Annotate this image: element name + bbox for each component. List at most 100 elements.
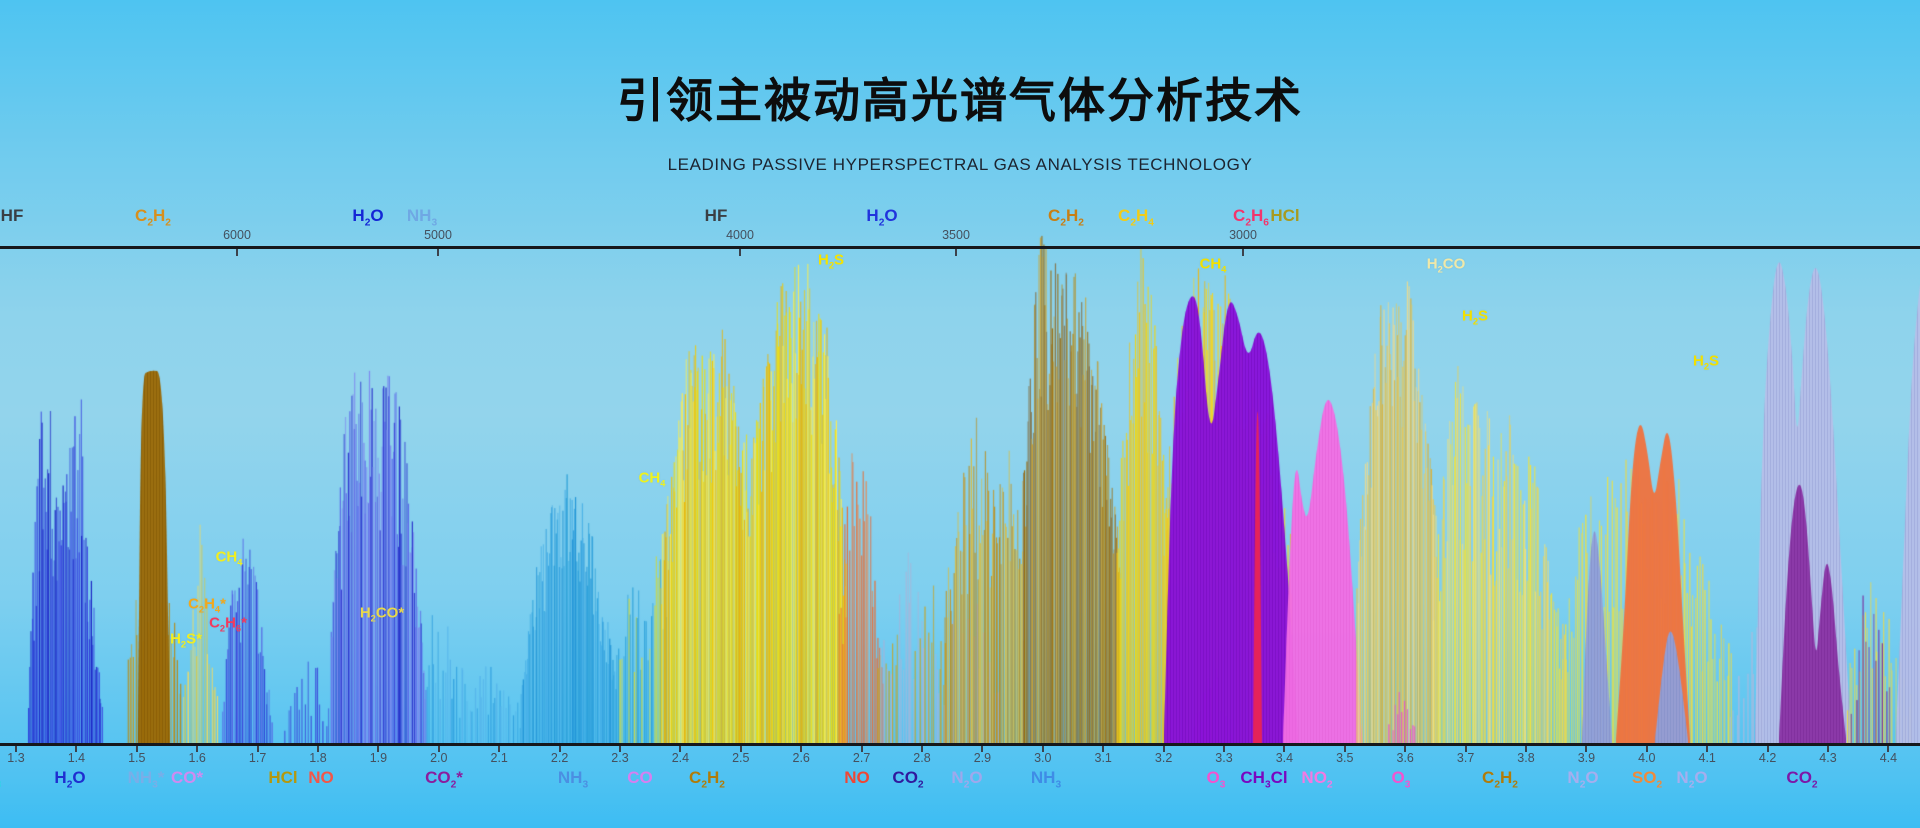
bottom-axis-tick-mark	[256, 746, 259, 752]
bottom-axis-gas-label: NO	[844, 768, 870, 787]
bottom-axis-gas-label: NH3	[557, 768, 589, 791]
top-axis-gas-label: HF	[704, 206, 728, 225]
bottom-axis-gas-label: CO2	[892, 768, 924, 791]
bottom-axis-tick-mark	[921, 746, 923, 752]
chart-gas-label: H2S	[1461, 307, 1489, 327]
bottom-axis-gas-label: CH3Cl	[1240, 768, 1288, 791]
bottom-axis-tick-label: 3.2	[1154, 751, 1173, 765]
bottom-axis-tick-mark	[1645, 746, 1648, 752]
top-axis-gas-label: HF	[0, 206, 24, 225]
bottom-axis-gas-label: CO2*	[425, 768, 463, 791]
top-axis-gas-label: C2H6	[1233, 206, 1269, 229]
bottom-axis-tick-mark	[981, 746, 984, 752]
bottom-axis-tick-label: 2.9	[973, 751, 992, 765]
bottom-axis-tick-label: 2.3	[611, 751, 629, 765]
bottom-axis-gas-label: NO2	[1301, 768, 1333, 791]
bottom-axis-tick-mark	[739, 746, 742, 752]
bottom-axis-tick-label: 3.6	[1396, 751, 1414, 765]
bottom-axis-tick-mark	[1585, 746, 1588, 752]
bottom-axis-gas-label: O3	[1391, 768, 1411, 791]
bottom-axis-gas-label: HCl	[268, 768, 298, 787]
bottom-axis-tick-label: 3.3	[1215, 751, 1233, 765]
bottom-axis-gas-label: NO	[308, 768, 334, 787]
bottom-axis-tick-label: 1.8	[309, 751, 327, 765]
bottom-axis-tick-mark	[558, 746, 561, 752]
bottom-axis-tick-label: 4.4	[1879, 751, 1898, 765]
bottom-axis-tick-label: 4.3	[1819, 751, 1837, 765]
chart-gas-label: CH4	[638, 469, 666, 489]
top-axis-line	[0, 246, 1920, 249]
top-axis-gas-label: C2H2	[135, 206, 171, 229]
chart-gas-label: H2S	[817, 251, 845, 271]
bottom-axis-tick-mark	[1223, 746, 1225, 752]
bottom-axis-tick-mark	[800, 746, 803, 752]
bottom-axis-tick-label: 3.0	[1034, 751, 1052, 765]
bottom-axis-tick-mark	[1464, 746, 1467, 752]
top-axis-gas-label: C2H2	[1048, 206, 1084, 229]
bottom-axis-tick-label: 1.4	[67, 751, 86, 765]
bottom-axis-tick-label: 3.8	[1517, 751, 1535, 765]
chart-gas-label: H2S*	[170, 630, 202, 650]
bottom-axis-tick-mark	[1102, 746, 1105, 752]
bottom-axis-tick-mark	[860, 746, 863, 752]
bottom-axis-tick-label: 3.4	[1275, 751, 1294, 765]
top-axis-gas-label: H2O	[352, 206, 384, 229]
top-axis-tick-label: 3000	[1229, 228, 1257, 242]
bottom-axis-tick-label: 3.1	[1094, 751, 1112, 765]
top-axis-tick-mark	[437, 249, 439, 256]
bottom-axis-tick-mark	[317, 746, 319, 752]
bottom-axis-gas-label: O3	[0, 768, 1, 790]
chart-gas-label: CH4	[1199, 255, 1227, 275]
bottom-axis-tick-mark	[679, 746, 682, 752]
bottom-axis-tick-label: 1.9	[369, 751, 388, 765]
bottom-axis-tick-mark	[1887, 746, 1890, 752]
bottom-axis-tick-mark	[1706, 746, 1709, 752]
bottom-axis-tick-label: 3.5	[1336, 751, 1354, 765]
top-axis-tick-mark	[739, 249, 741, 256]
bottom-axis-tick-label: 2.4	[671, 751, 690, 765]
top-axis-tick-label: 3500	[942, 228, 970, 242]
bottom-axis-tick-mark	[196, 746, 199, 752]
bottom-axis-tick-label: 2.5	[732, 751, 750, 765]
bottom-axis-tick-label: 2.6	[792, 751, 810, 765]
bottom-axis-tick-mark	[1162, 746, 1165, 752]
top-axis-tick-mark	[955, 249, 957, 256]
top-axis-gas-label: HCl	[1270, 206, 1300, 225]
bottom-axis-gas-label: C2H2	[1482, 768, 1518, 791]
bottom-axis-tick-label: 2.2	[550, 751, 569, 765]
page-title: 引领主被动高光谱气体分析技术	[617, 74, 1303, 127]
bottom-axis-gas-label: CO	[627, 768, 653, 787]
chart-gas-label: C2H4*	[188, 595, 226, 615]
chart-gas-label: H2S	[1692, 352, 1720, 372]
top-axis-gas-label: C2H4	[1118, 206, 1154, 229]
bottom-axis-tick-label: 1.7	[248, 751, 267, 765]
bottom-axis-tick-label: 3.7	[1456, 751, 1475, 765]
top-axis-tick-label: 5000	[424, 228, 452, 242]
bottom-axis-tick-mark	[135, 746, 138, 752]
chart-gas-label: H2CO	[1426, 255, 1466, 275]
bottom-axis-gas-label: O3	[1206, 768, 1226, 791]
bottom-axis-tick-label: 2.0	[430, 751, 448, 765]
chart-gas-label: C2H6*	[209, 614, 247, 634]
bottom-axis-tick-mark	[1343, 746, 1346, 752]
chart-gas-label: CH4	[215, 548, 243, 568]
chart-gas-label: H2CO*	[359, 604, 405, 624]
bottom-axis-tick-label: 1.3	[7, 751, 25, 765]
bottom-axis-tick-mark	[1766, 746, 1769, 752]
bottom-axis-line	[0, 743, 1920, 746]
bottom-axis-tick-mark	[15, 746, 17, 752]
bottom-axis-tick-label: 4.0	[1638, 751, 1656, 765]
bottom-axis-tick-mark	[1041, 746, 1044, 752]
top-axis-tick-mark	[1242, 249, 1244, 256]
bottom-axis-tick-label: 4.2	[1758, 751, 1777, 765]
page-subtitle: LEADING PASSIVE HYPERSPECTRAL GAS ANALYS…	[667, 155, 1253, 174]
bottom-axis-tick-mark	[1404, 746, 1407, 752]
bottom-axis-gas-label: CO2	[1786, 768, 1818, 791]
bottom-axis-gas-label: NH3*	[127, 768, 165, 791]
bottom-axis-tick-mark	[377, 746, 380, 752]
top-axis-gas-label: NH3	[406, 206, 438, 229]
bottom-axis-gas-label: CO*	[170, 768, 204, 787]
bottom-axis-tick-mark	[498, 746, 501, 752]
